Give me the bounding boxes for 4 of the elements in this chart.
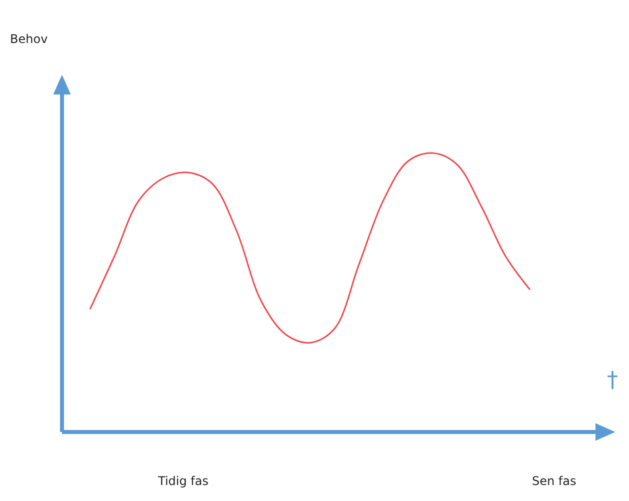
- text: †: [607, 368, 618, 393]
- text: Sen fas: [532, 474, 576, 488]
- text: Tidig fas: [157, 474, 209, 488]
- text: Behov: [10, 32, 48, 46]
